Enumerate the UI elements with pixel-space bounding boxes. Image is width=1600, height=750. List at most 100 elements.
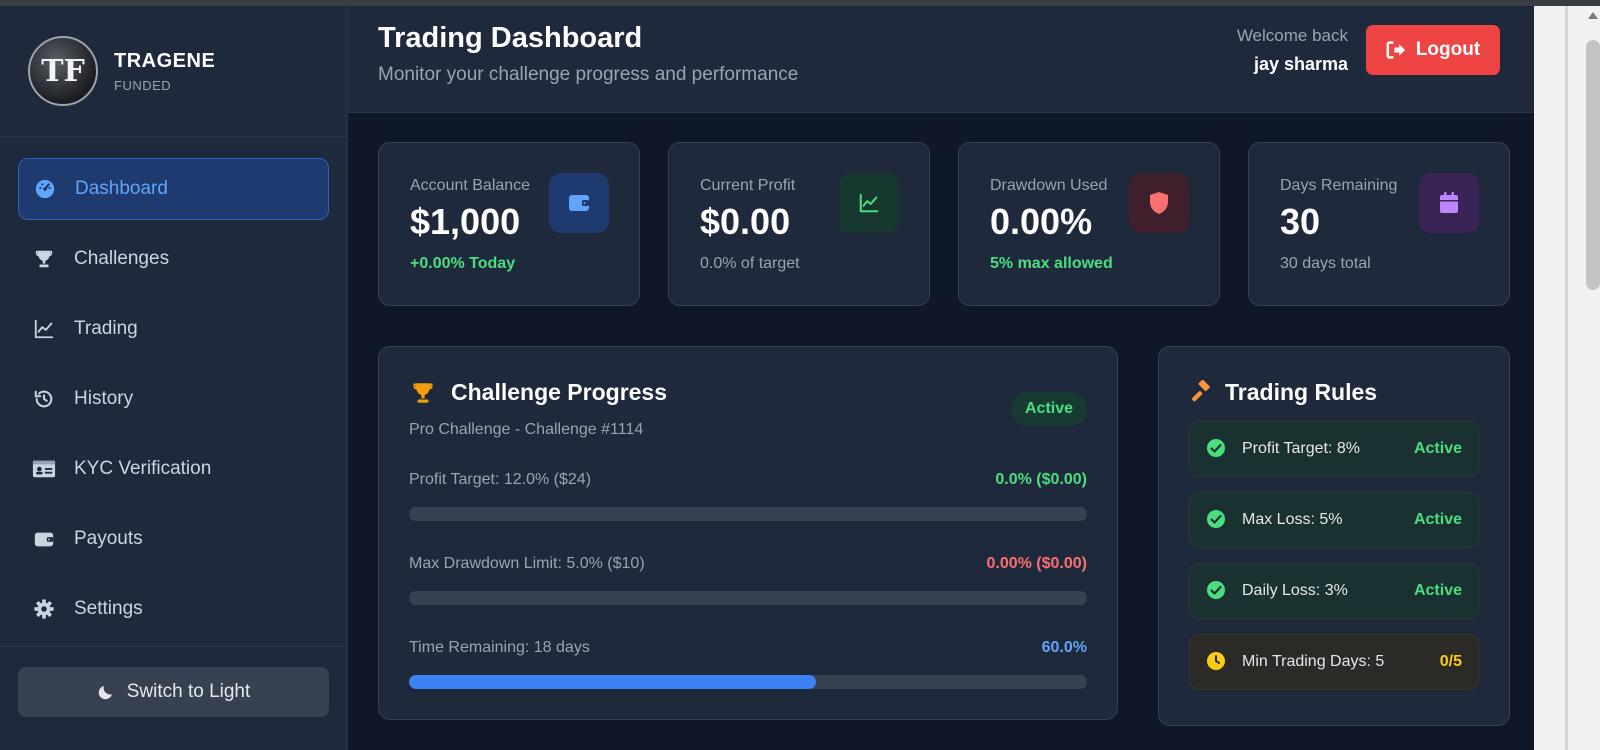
progress-label: Profit Target: 12.0% ($24) — [409, 471, 592, 488]
challenge-subtitle: Pro Challenge - Challenge #1114 — [409, 421, 644, 438]
rule-item-daily-loss: Daily Loss: 3% Active — [1189, 563, 1479, 619]
logout-label: Logout — [1415, 39, 1481, 60]
wallet-icon — [32, 527, 56, 551]
window-top-edge — [0, 0, 1600, 6]
check-circle-icon — [1206, 509, 1228, 531]
scroll-up-arrow-icon[interactable] — [1588, 12, 1598, 19]
theme-toggle-label: Switch to Light — [126, 681, 251, 702]
progress-value: 0.00% ($0.00) — [986, 555, 1087, 572]
calendar-icon — [1419, 173, 1479, 233]
rule-item-max-loss: Max Loss: 5% Active — [1189, 492, 1479, 548]
sidebar-item-label: Trading — [74, 318, 138, 339]
progress-fill — [409, 675, 816, 689]
clock-icon — [1206, 651, 1228, 673]
progress-value: 0.0% ($0.00) — [995, 471, 1087, 488]
rule-item-min-trading-days: Min Trading Days: 5 0/5 — [1189, 634, 1479, 690]
stat-card-profit: Current Profit $0.00 0.0% of target — [668, 142, 930, 306]
stat-value: 0.00% — [990, 201, 1093, 242]
status-badge: Active — [1011, 392, 1087, 426]
rule-label: Max Loss: 5% — [1242, 511, 1343, 528]
rule-item-profit-target: Profit Target: 8% Active — [1189, 421, 1479, 477]
sidebar-item-label: Dashboard — [75, 178, 168, 199]
welcome-block: Welcome back jay sharma — [1237, 26, 1348, 75]
stat-card-balance: Account Balance $1,000 +0.00% Today — [378, 142, 640, 306]
trophy-icon — [32, 247, 56, 271]
check-circle-icon — [1206, 580, 1228, 602]
progress-value: 60.0% — [1041, 639, 1087, 656]
challenge-title: Challenge Progress — [409, 379, 1087, 406]
trading-rules-card: Trading Rules Profit Target: 8% Active M… — [1158, 346, 1510, 726]
stat-card-days: Days Remaining 30 30 days total — [1248, 142, 1510, 306]
progress-row-max-drawdown: Max Drawdown Limit: 5.0% ($10) 0.00% ($0… — [409, 555, 1087, 605]
sidebar-item-trading[interactable]: Trading — [18, 298, 329, 360]
sidebar-item-label: Payouts — [74, 528, 143, 549]
sidebar-item-dashboard[interactable]: Dashboard — [18, 158, 329, 220]
sidebar-item-label: History — [74, 388, 134, 409]
sidebar: TF TRAGENE FUNDED Dashboard Challenges T… — [0, 6, 348, 750]
progress-bar — [409, 591, 1087, 605]
page-subtitle: Monitor your challenge progress and perf… — [378, 64, 799, 85]
sidebar-item-kyc[interactable]: KYC Verification — [18, 438, 329, 500]
chart-line-icon — [32, 317, 56, 341]
page-title: Trading Dashboard — [378, 22, 643, 54]
rule-label: Daily Loss: 3% — [1242, 582, 1348, 599]
sidebar-item-challenges[interactable]: Challenges — [18, 228, 329, 290]
moon-icon — [98, 686, 112, 700]
progress-bar — [409, 675, 1087, 689]
rule-status: Active — [1413, 440, 1462, 457]
progress-label: Time Remaining: 18 days — [409, 639, 590, 656]
rules-title: Trading Rules — [1189, 379, 1479, 406]
stat-label: Current Profit — [700, 177, 796, 194]
progress-label: Max Drawdown Limit: 5.0% ($10) — [409, 555, 645, 572]
rule-status: 0/5 — [1439, 653, 1462, 670]
stat-footer: 5% max allowed — [990, 255, 1113, 272]
challenge-progress-card: Challenge Progress Pro Challenge - Chall… — [378, 346, 1118, 720]
id-card-icon — [32, 457, 56, 481]
theme-toggle-button[interactable]: Switch to Light — [18, 667, 329, 717]
stat-value: $1,000 — [410, 201, 521, 242]
progress-row-time-remaining: Time Remaining: 18 days 60.0% — [409, 639, 1087, 689]
logout-icon — [1386, 41, 1405, 59]
main-content: Trading Dashboard Monitor your challenge… — [348, 6, 1534, 750]
stat-label: Days Remaining — [1280, 177, 1398, 194]
stat-footer: 30 days total — [1280, 255, 1371, 272]
stat-value: $0.00 — [700, 201, 791, 242]
sidebar-item-payouts[interactable]: Payouts — [18, 508, 329, 570]
stat-footer: +0.00% Today — [410, 255, 516, 272]
sidebar-item-label: KYC Verification — [74, 458, 212, 479]
scrollbar-track — [1565, 6, 1568, 750]
stat-card-drawdown: Drawdown Used 0.00% 5% max allowed — [958, 142, 1220, 306]
sidebar-item-settings[interactable]: Settings — [18, 578, 329, 640]
brand-name: TRAGENE — [114, 49, 216, 72]
rule-label: Min Trading Days: 5 — [1242, 653, 1385, 670]
rule-label: Profit Target: 8% — [1242, 440, 1360, 457]
rule-status: Active — [1413, 511, 1462, 528]
trophy-icon — [413, 382, 433, 403]
sidebar-footer: Switch to Light — [0, 646, 347, 750]
stat-footer: 0.0% of target — [700, 255, 800, 272]
shield-icon — [1129, 173, 1189, 233]
gear-icon — [32, 597, 56, 621]
sidebar-item-history[interactable]: History — [18, 368, 329, 430]
logout-button[interactable]: Logout — [1366, 25, 1500, 75]
brand-subtitle: FUNDED — [114, 77, 172, 93]
sidebar-item-label: Settings — [74, 598, 143, 619]
stat-value: 30 — [1280, 201, 1321, 242]
progress-row-profit-target: Profit Target: 12.0% ($24) 0.0% ($0.00) — [409, 471, 1087, 521]
history-icon — [32, 387, 56, 411]
scrollbar-thumb[interactable] — [1586, 40, 1600, 290]
sidebar-item-label: Challenges — [74, 248, 170, 269]
gauge-icon — [33, 177, 57, 201]
welcome-label: Welcome back — [1236, 26, 1348, 45]
gavel-icon — [1192, 379, 1210, 401]
brand-logo: TF — [28, 36, 98, 106]
sidebar-nav: Dashboard Challenges Trading History KYC… — [0, 137, 347, 640]
brand[interactable]: TF TRAGENE FUNDED — [0, 6, 347, 137]
stat-label: Drawdown Used — [990, 177, 1108, 194]
check-circle-icon — [1206, 438, 1228, 460]
wallet-icon — [549, 173, 609, 233]
progress-bar — [409, 507, 1087, 521]
stat-label: Account Balance — [410, 177, 531, 194]
chart-line-icon — [839, 173, 899, 233]
header: Trading Dashboard Monitor your challenge… — [348, 6, 1534, 113]
